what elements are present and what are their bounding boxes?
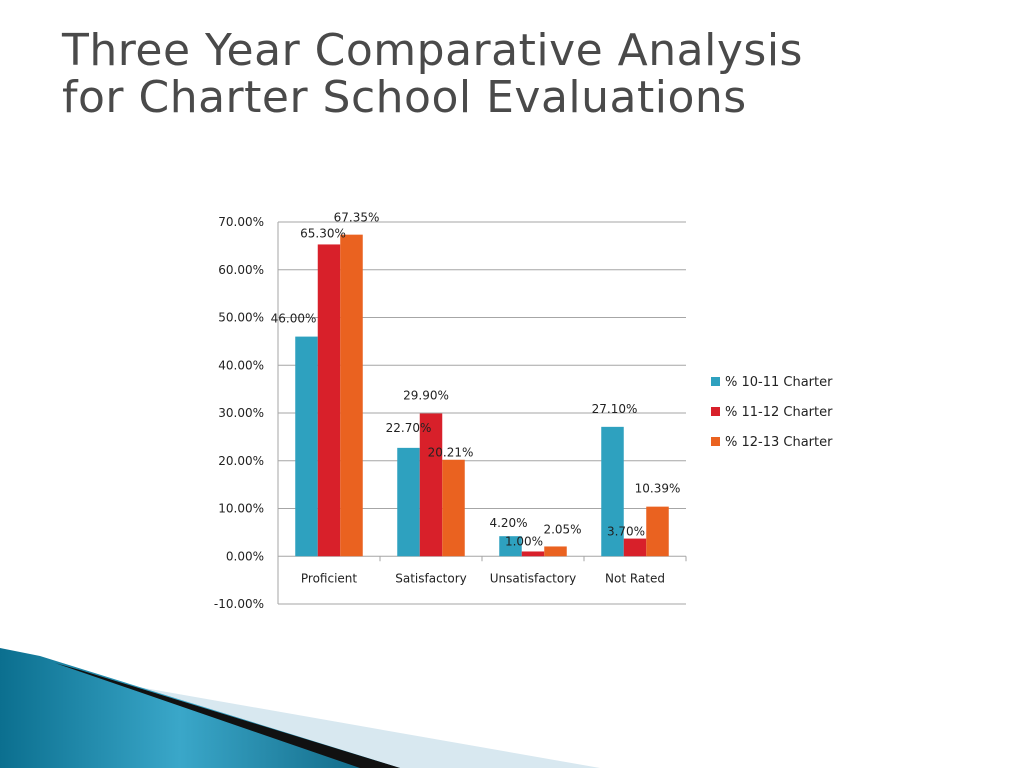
data-label: 22.70% (386, 421, 432, 435)
data-label: 10.39% (635, 482, 681, 496)
bar (340, 234, 363, 557)
slide-title: Three Year Comparative Analysis for Char… (62, 25, 962, 123)
legend-label: % 10-11 Charter (725, 375, 833, 390)
x-tick-label: Satisfactory (395, 571, 467, 585)
data-label: 2.05% (543, 522, 581, 536)
bar (442, 459, 465, 557)
y-tick-label: 20.00% (218, 454, 264, 468)
y-tick-label: 0.00% (226, 549, 264, 563)
y-tick-label: 40.00% (218, 358, 264, 372)
x-tick-label: Unsatisfactory (490, 571, 577, 585)
legend-swatch (711, 377, 720, 386)
x-tick-label: Not Rated (605, 571, 665, 585)
slide-title-line-2: for Charter School Evaluations (62, 71, 747, 123)
data-label: 67.35% (334, 211, 380, 225)
data-labels: 46.00% 65.30%67.35% 22.70% 29.90% 20.21% 4.20… (271, 211, 681, 549)
legend-swatch (711, 407, 720, 416)
bar (499, 536, 522, 557)
data-label: 27.10% (592, 402, 638, 416)
y-axis-tick-labels: -10.00% 0.00% 10.00% 20.00% 30.00% 40.00% 50.0… (214, 215, 264, 611)
bar (317, 244, 341, 557)
bar (601, 426, 624, 557)
bar (623, 538, 647, 557)
data-label: 3.70% (607, 525, 645, 539)
legend: % 10-11 Charter % 11-12 Charter % 12-13 Ch… (711, 375, 833, 450)
y-tick-label: 30.00% (218, 406, 264, 420)
bar (419, 413, 443, 557)
x-tick-label: Proficient (301, 571, 358, 585)
data-label: 46.00% (271, 312, 317, 326)
swoosh-black-stripe (55, 663, 400, 768)
legend-swatch (711, 437, 720, 446)
data-label: 65.30% (300, 226, 346, 240)
bar (646, 506, 669, 557)
data-label: 1.00% (505, 534, 543, 548)
bar (544, 546, 567, 557)
legend-label: % 11-12 Charter (725, 405, 833, 420)
y-tick-label: 50.00% (218, 311, 264, 325)
data-label: 29.90% (403, 388, 449, 402)
legend-label: % 12-13 Charter (725, 435, 833, 450)
y-tick-label: 70.00% (218, 215, 264, 229)
y-tick-label: 10.00% (218, 502, 264, 516)
bar (397, 447, 420, 557)
bar (521, 551, 545, 557)
slide-title-line-1: Three Year Comparative Analysis (62, 25, 803, 76)
data-label: 20.21% (428, 446, 474, 460)
data-label: 4.20% (489, 516, 527, 530)
y-tick-label: -10.00% (214, 597, 264, 611)
y-tick-label: 60.00% (218, 263, 264, 277)
bar (295, 336, 318, 557)
x-axis: Proficient Satisfactory Unsatisfactory Not … (277, 556, 687, 585)
bars (295, 234, 669, 557)
